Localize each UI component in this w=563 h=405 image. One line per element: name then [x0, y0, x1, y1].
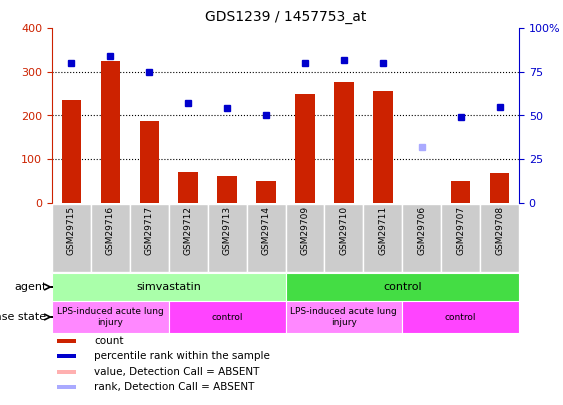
- Text: control: control: [445, 313, 476, 322]
- Text: percentile rank within the sample: percentile rank within the sample: [94, 351, 270, 361]
- Text: GSM29713: GSM29713: [222, 206, 231, 255]
- Text: GSM29708: GSM29708: [495, 206, 504, 255]
- Bar: [490, 173, 510, 203]
- Text: GSM29710: GSM29710: [339, 206, 348, 255]
- Text: LPS-induced acute lung
injury: LPS-induced acute lung injury: [57, 307, 164, 327]
- Text: control: control: [383, 282, 422, 292]
- Bar: [256, 181, 276, 203]
- Bar: [402, 301, 519, 333]
- Text: LPS-induced acute lung
injury: LPS-induced acute lung injury: [291, 307, 397, 327]
- Bar: [101, 61, 120, 203]
- Bar: [178, 173, 198, 203]
- Bar: [441, 205, 480, 272]
- Bar: [324, 205, 363, 272]
- Bar: [217, 176, 237, 203]
- Bar: [480, 205, 519, 272]
- Bar: [130, 205, 169, 272]
- Text: GSM29711: GSM29711: [378, 206, 387, 255]
- Text: control: control: [211, 313, 243, 322]
- Text: GSM29712: GSM29712: [184, 206, 193, 255]
- Text: count: count: [94, 336, 123, 346]
- Bar: [140, 121, 159, 203]
- Bar: [285, 273, 519, 301]
- Text: simvastatin: simvastatin: [136, 282, 201, 292]
- Bar: [208, 205, 247, 272]
- Bar: [52, 301, 169, 333]
- Text: rank, Detection Call = ABSENT: rank, Detection Call = ABSENT: [94, 382, 254, 392]
- Bar: [247, 205, 285, 272]
- Bar: [57, 354, 76, 358]
- Bar: [57, 385, 76, 389]
- Bar: [52, 205, 91, 272]
- Bar: [62, 100, 81, 203]
- Text: GSM29709: GSM29709: [301, 206, 310, 255]
- Text: GSM29715: GSM29715: [67, 206, 76, 255]
- Bar: [169, 205, 208, 272]
- Title: GDS1239 / 1457753_at: GDS1239 / 1457753_at: [205, 10, 366, 24]
- Bar: [285, 301, 402, 333]
- Text: GSM29706: GSM29706: [417, 206, 426, 255]
- Text: disease state: disease state: [0, 312, 46, 322]
- Bar: [295, 94, 315, 203]
- Bar: [373, 92, 392, 203]
- Bar: [334, 82, 354, 203]
- Bar: [91, 205, 130, 272]
- Text: GSM29716: GSM29716: [106, 206, 115, 255]
- Text: GSM29714: GSM29714: [262, 206, 271, 255]
- Text: value, Detection Call = ABSENT: value, Detection Call = ABSENT: [94, 367, 260, 377]
- Text: GSM29707: GSM29707: [456, 206, 465, 255]
- Bar: [57, 370, 76, 374]
- Text: agent: agent: [14, 282, 46, 292]
- Bar: [285, 205, 324, 272]
- Bar: [451, 181, 470, 203]
- Bar: [52, 273, 285, 301]
- Bar: [402, 205, 441, 272]
- Bar: [363, 205, 402, 272]
- Bar: [169, 301, 285, 333]
- Bar: [57, 339, 76, 343]
- Text: GSM29717: GSM29717: [145, 206, 154, 255]
